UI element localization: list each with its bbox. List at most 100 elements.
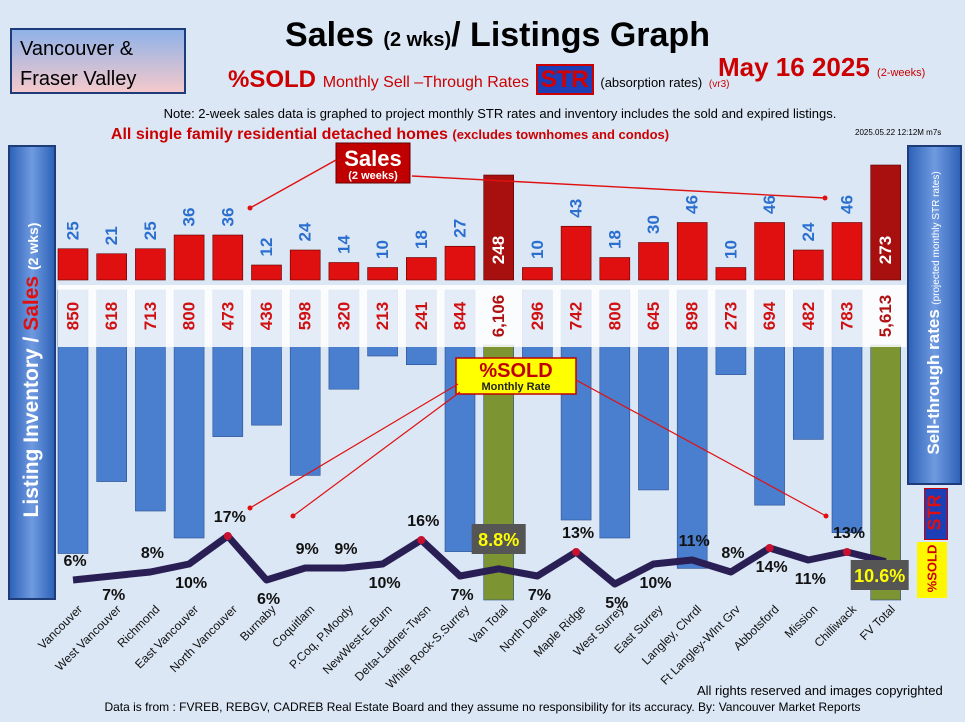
sold-callout-arrow — [292, 391, 461, 517]
str-value-label: 10% — [639, 575, 671, 592]
sales-bar — [328, 262, 360, 281]
str-value-label: 14% — [756, 559, 788, 576]
timestamp: 2025.05.22 12:12M m7s — [855, 128, 942, 137]
sales-value-label: 25 — [141, 221, 160, 240]
str-value-label: 6% — [63, 553, 86, 570]
sales-callout-arrow — [411, 175, 826, 199]
str-value-label: 5% — [605, 595, 628, 612]
str-value-label: 7% — [102, 587, 125, 604]
inventory-value-label: 320 — [334, 302, 353, 330]
arrow-head — [247, 205, 253, 211]
sales-callout-box — [335, 142, 411, 184]
sold-callout-title: %SOLD — [479, 360, 552, 382]
sales-bar — [522, 267, 553, 281]
str-value-label: 8% — [721, 545, 744, 562]
inventory-value-label: 296 — [528, 302, 547, 330]
category-label: Mission — [782, 602, 821, 641]
str-value-label: 13% — [833, 525, 865, 542]
str-value-label: 8.8% — [478, 530, 519, 550]
str-peak-point — [843, 548, 851, 556]
sales-value-label: 10 — [528, 240, 547, 259]
chart-subtitle: %SOLD Monthly Sell –Through Rates STR (a… — [228, 64, 730, 95]
inventory-value-label: 742 — [567, 302, 586, 330]
sales-value-label: 46 — [683, 195, 702, 214]
arrow-head — [822, 195, 828, 201]
str-total-box — [850, 560, 909, 590]
inventory-value-label: 783 — [838, 302, 857, 330]
inventory-value-label: 213 — [373, 302, 392, 330]
chart-headline: All single family residential detached h… — [0, 126, 780, 144]
sales-value-label: 248 — [489, 236, 508, 264]
inventory-value-label: 694 — [760, 301, 779, 330]
sales-value-label: 27 — [451, 219, 470, 238]
sales-bar — [367, 267, 398, 281]
sales-value-label: 24 — [799, 222, 818, 241]
sold-callout-arrow — [575, 379, 827, 517]
str-value-label: 17% — [214, 509, 246, 526]
sold-callout-sub: Monthly Rate — [481, 381, 550, 393]
inventory-value-label: 713 — [141, 302, 160, 330]
sales-value-label: 30 — [644, 215, 663, 234]
chart-note: Note: 2-week sales data is graphed to pr… — [163, 106, 837, 121]
inventory-value-label: 473 — [218, 302, 237, 330]
sales-bar — [289, 249, 321, 281]
category-label: NewWest-E.Burn — [320, 602, 395, 677]
inventory-label-band: 850 618 713 800 473 436 598 320 213 241 844 6,106 29… — [58, 285, 906, 347]
chart-title: Sales (2 wks)/ Listings Graph — [0, 16, 965, 55]
str-value-label: 9% — [334, 541, 357, 558]
sales-bar — [870, 164, 902, 281]
sales-bar — [405, 257, 437, 281]
sales-bar — [483, 174, 515, 281]
inventory-value-label: 800 — [180, 302, 199, 330]
sales-value-label: 273 — [876, 236, 895, 264]
category-label: North Vancouver — [167, 602, 240, 675]
sales-callout-arrow — [249, 159, 337, 209]
str-total-box — [471, 524, 526, 554]
title-main: Sales — [285, 16, 374, 54]
str-value-label: 10% — [175, 575, 207, 592]
str-value-label: 10% — [369, 575, 401, 592]
subtitle-str-badge: STR — [535, 64, 594, 95]
sales-value-label: 46 — [838, 195, 857, 214]
inventory-value-label: 618 — [102, 302, 121, 330]
sales-bar — [212, 234, 244, 281]
arrow-head — [823, 513, 829, 519]
sales-value-label: 21 — [102, 226, 121, 245]
str-peak-point — [572, 548, 581, 556]
region-line-2: Fraser Valley — [20, 68, 137, 90]
sales-bar — [715, 267, 747, 281]
subtitle-sold: %SOLD — [228, 66, 317, 93]
subtitle-version: (vr3) — [708, 79, 730, 90]
sales-value-label: 43 — [567, 199, 586, 218]
inventory-value-label: 645 — [644, 302, 663, 330]
sales-bar — [676, 222, 708, 281]
inventory-value-label: 598 — [296, 302, 315, 330]
sales-bar — [831, 222, 863, 281]
arrow-head — [247, 505, 253, 511]
region-box: Vancouver & Fraser Valley — [10, 28, 186, 94]
sales-value-label: 36 — [180, 208, 199, 227]
sales-value-label: 10 — [373, 240, 392, 259]
date-text: May 16 2025 — [718, 52, 870, 82]
category-label: FV Total — [857, 602, 898, 643]
str-value-label: 13% — [562, 525, 594, 542]
str-peak-point — [223, 532, 232, 540]
right-axis-panel — [907, 145, 962, 485]
inventory-value-label: 844 — [451, 301, 470, 330]
str-value-label: 16% — [407, 513, 439, 530]
inventory-value-label: 482 — [799, 302, 818, 330]
sales-bar — [444, 245, 476, 281]
sales-bar — [173, 234, 205, 281]
subtitle-absorption: (absorption rates) — [600, 75, 703, 90]
report-date: May 16 2025 (2-weeks) — [718, 52, 925, 83]
title-rest: / Listings Graph — [451, 16, 710, 54]
sales-value-label: 18 — [605, 230, 624, 249]
left-axis-panel — [8, 145, 56, 600]
sold-callout-box — [455, 357, 577, 395]
inventory-value-label: 241 — [412, 302, 431, 330]
str-line-path — [72, 532, 887, 588]
sales-bar — [754, 222, 785, 281]
